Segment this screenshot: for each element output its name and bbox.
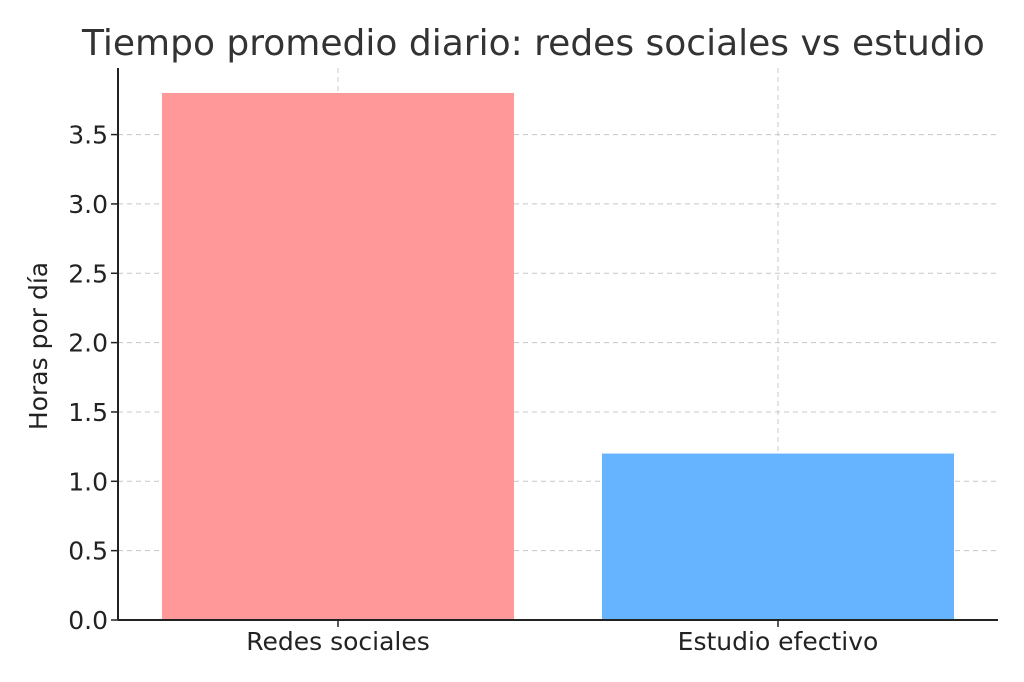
y-tick-label: 1.0 (68, 467, 108, 496)
bars (162, 92, 954, 620)
y-tick-label: 1.5 (68, 398, 108, 427)
chart-title: Tiempo promedio diario: redes sociales v… (81, 23, 985, 64)
y-tick-label: 3.0 (68, 190, 108, 219)
y-tick-label: 3.5 (68, 121, 108, 150)
y-tick-label: 0.5 (68, 537, 108, 566)
y-axis-label: Horas por día (24, 262, 53, 430)
x-tick-label: Redes sociales (246, 627, 430, 656)
y-tick-label: 2.5 (68, 259, 108, 288)
y-tick-label: 2.0 (68, 329, 108, 358)
y-tick-label: 0.0 (68, 606, 108, 635)
bar-estudio-efectivo (602, 453, 954, 620)
axes: 0.0 0.5 1.0 1.5 2.0 2.5 3.0 3.5 Redes sociales Es… (68, 68, 998, 656)
x-tick-label: Estudio efectivo (678, 627, 879, 656)
bar-redes-sociales (162, 92, 514, 620)
